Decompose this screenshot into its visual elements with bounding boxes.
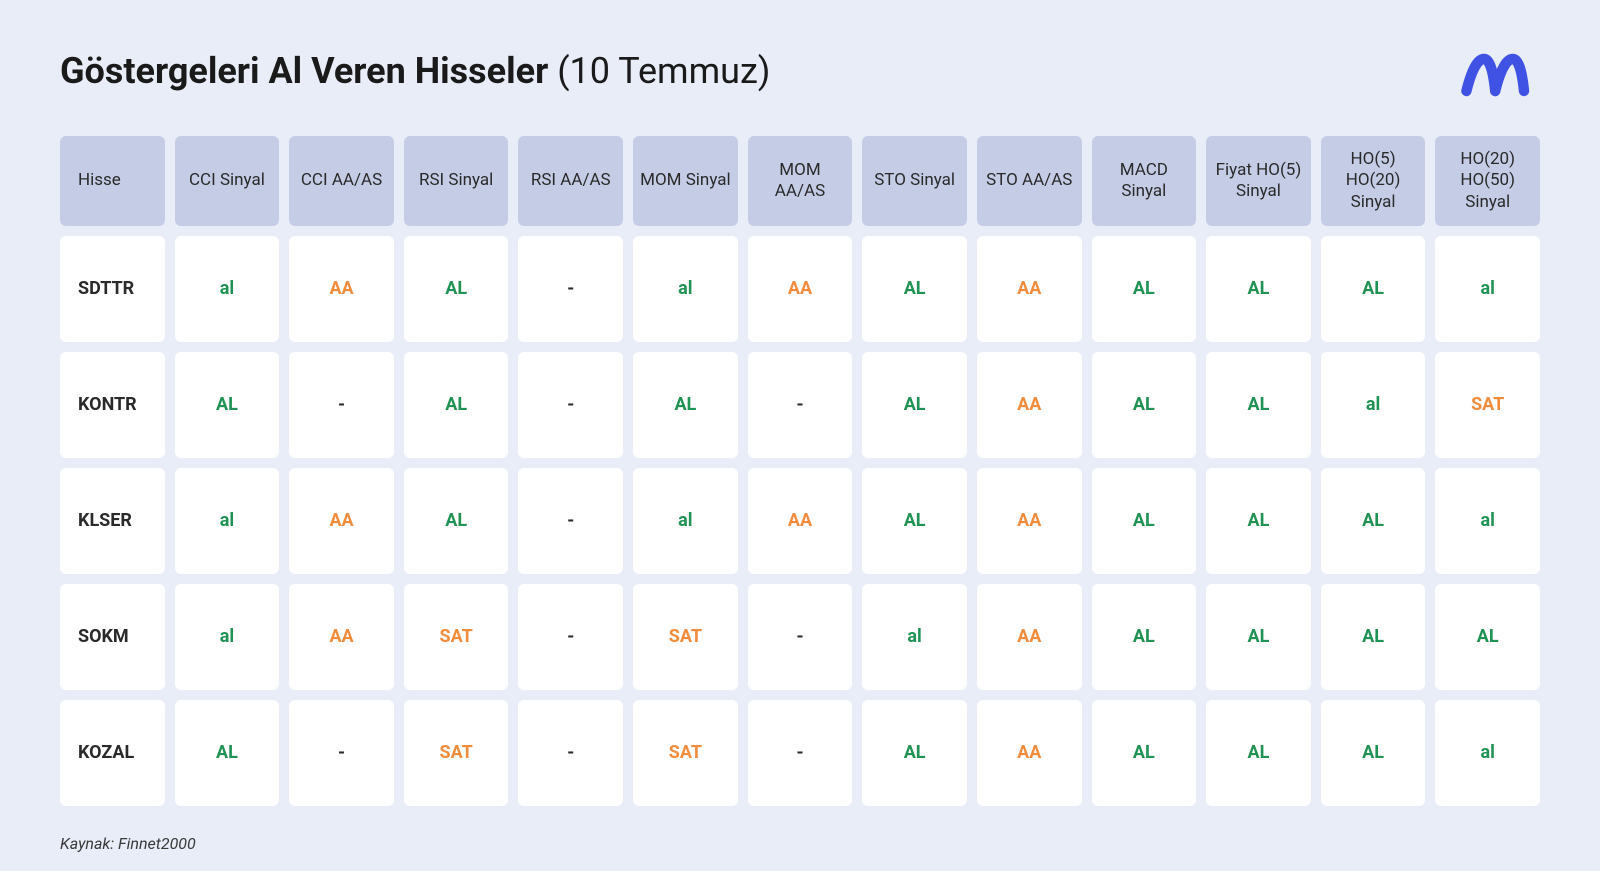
signal-cell: AL [862,236,967,342]
signal-cell: al [633,236,738,342]
signal-cell: - [518,468,623,574]
signal-cell: al [1435,236,1540,342]
column-header: CCI AA/AS [289,136,394,226]
signal-cell: al [862,584,967,690]
signal-cell: - [518,352,623,458]
signal-cell: - [748,352,853,458]
column-header: Fiyat HO(5) Sinyal [1206,136,1311,226]
brand-logo-icon [1460,50,1540,100]
signal-cell: AL [1206,352,1311,458]
signal-cell: AL [1092,584,1197,690]
table-header-row: HisseCCI SinyalCCI AA/ASRSI SinyalRSI AA… [60,136,1540,226]
title-date: (10 Temmuz) [557,50,770,92]
signal-cell: AL [1435,584,1540,690]
signal-cell: AA [289,584,394,690]
table-row: SDTTRalAAAL-alAAALAAALALALal [60,236,1540,342]
signal-cell: AL [1092,468,1197,574]
column-header: RSI Sinyal [404,136,509,226]
signal-cell: AL [1206,236,1311,342]
column-header-ticker: Hisse [60,136,165,226]
title-bold: Göstergeleri Al Veren Hisseler [60,50,548,92]
signal-cell: AA [748,468,853,574]
signal-cell: AL [1321,236,1426,342]
signal-cell: AL [1321,584,1426,690]
ticker-cell: KOZAL [60,700,165,806]
signal-cell: AL [862,352,967,458]
table-row: SOKMalAASAT-SAT-alAAALALALAL [60,584,1540,690]
signal-cell: al [175,236,280,342]
ticker-cell: KLSER [60,468,165,574]
signal-cell: AL [175,352,280,458]
signal-cell: AL [1092,700,1197,806]
signal-cell: AL [1321,468,1426,574]
signal-cell: AA [748,236,853,342]
signal-cell: AL [404,468,509,574]
ticker-cell: KONTR [60,352,165,458]
column-header: CCI Sinyal [175,136,280,226]
signal-cell: AL [1206,584,1311,690]
table-row: KOZALAL-SAT-SAT-ALAAALALALal [60,700,1540,806]
table-row: KONTRAL-AL-AL-ALAAALALalSAT [60,352,1540,458]
signal-cell: - [748,700,853,806]
header: Göstergeleri Al Veren Hisseler (10 Temmu… [60,50,1540,100]
signal-cell: al [633,468,738,574]
signal-cell: SAT [1435,352,1540,458]
signal-cell: AL [862,700,967,806]
signal-cell: SAT [633,700,738,806]
signal-cell: AL [1321,700,1426,806]
column-header: STO AA/AS [977,136,1082,226]
signal-cell: AL [404,352,509,458]
signal-cell: al [175,468,280,574]
signal-cell: AA [977,352,1082,458]
signal-cell: - [518,584,623,690]
table-row: KLSERalAAAL-alAAALAAALALALal [60,468,1540,574]
signal-cell: AL [1206,468,1311,574]
source-label: Kaynak: Finnet2000 [60,834,1540,853]
signals-table: HisseCCI SinyalCCI AA/ASRSI SinyalRSI AA… [60,136,1540,806]
signal-cell: AL [1092,352,1197,458]
signal-cell: AL [862,468,967,574]
page-title: Göstergeleri Al Veren Hisseler (10 Temmu… [60,50,770,92]
signal-cell: SAT [404,584,509,690]
signal-cell: AA [289,468,394,574]
signal-cell: AA [977,584,1082,690]
signal-cell: al [175,584,280,690]
signal-cell: SAT [633,584,738,690]
column-header: HO(5) HO(20) Sinyal [1321,136,1426,226]
signal-cell: AA [977,700,1082,806]
column-header: MACD Sinyal [1092,136,1197,226]
signal-cell: - [289,352,394,458]
column-header: MOM Sinyal [633,136,738,226]
signal-cell: AA [289,236,394,342]
column-header: MOM AA/AS [748,136,853,226]
signal-cell: SAT [404,700,509,806]
ticker-cell: SDTTR [60,236,165,342]
signal-cell: al [1435,468,1540,574]
ticker-cell: SOKM [60,584,165,690]
signal-cell: al [1321,352,1426,458]
signal-cell: AL [633,352,738,458]
signal-cell: al [1435,700,1540,806]
signal-cell: - [748,584,853,690]
signal-cell: - [518,236,623,342]
signal-cell: AL [1206,700,1311,806]
signal-cell: AL [175,700,280,806]
signal-cell: AL [1092,236,1197,342]
signal-cell: - [518,700,623,806]
signal-cell: - [289,700,394,806]
signal-cell: AA [977,236,1082,342]
signal-cell: AA [977,468,1082,574]
column-header: RSI AA/AS [518,136,623,226]
signal-cell: AL [404,236,509,342]
column-header: STO Sinyal [862,136,967,226]
column-header: HO(20) HO(50) Sinyal [1435,136,1540,226]
